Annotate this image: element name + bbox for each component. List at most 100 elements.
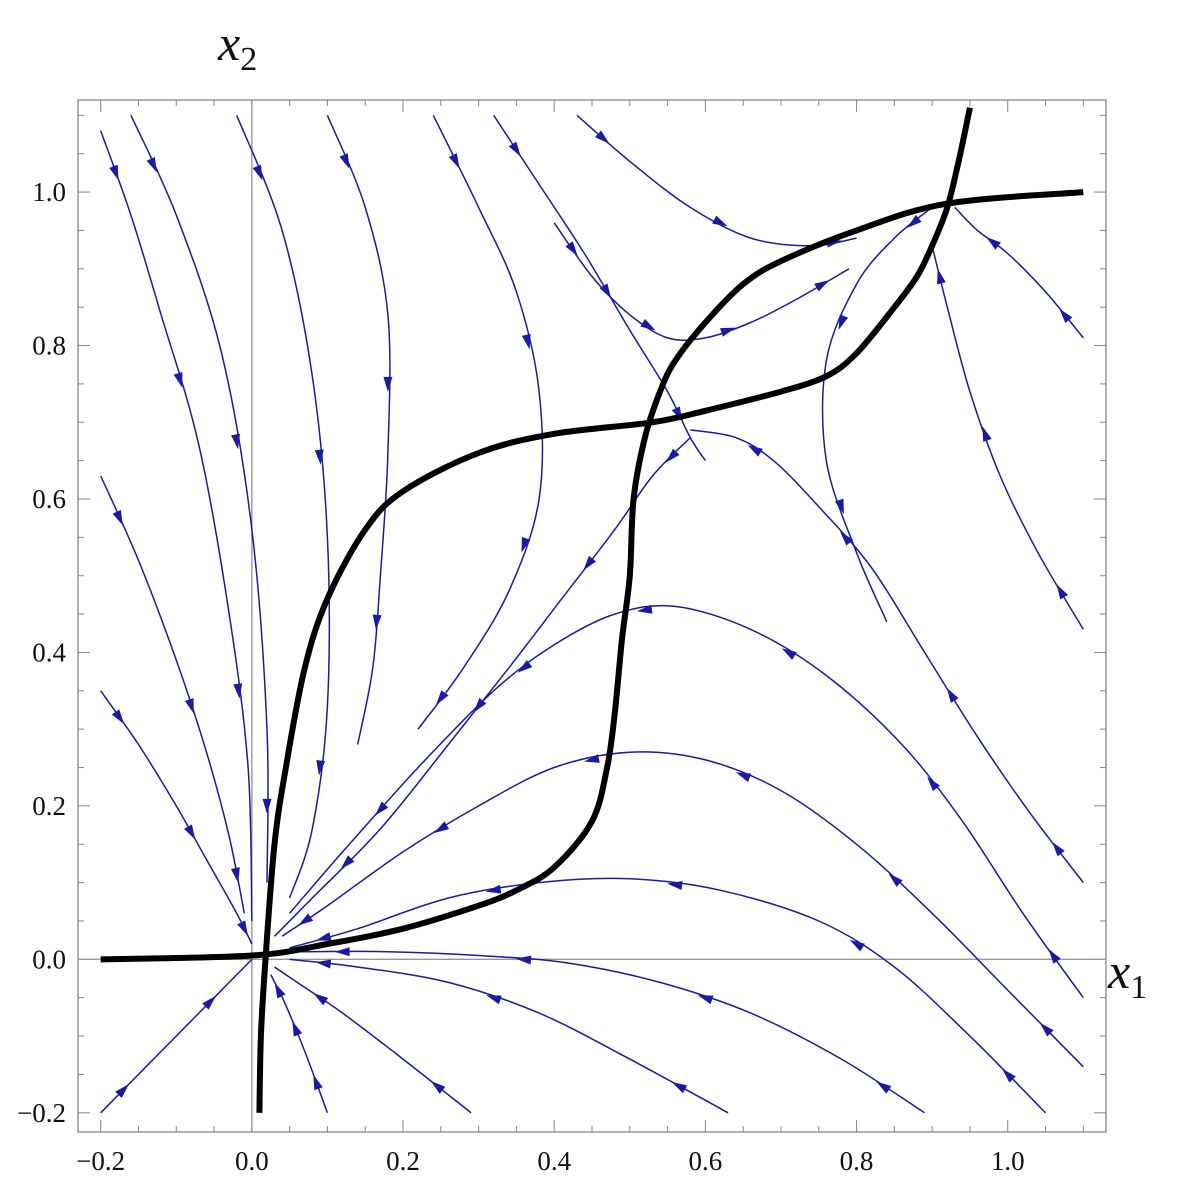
stream-arrow xyxy=(334,947,350,957)
y-axis-title: x2 xyxy=(217,15,257,78)
stream-arrow xyxy=(1056,584,1069,600)
stream-arrow xyxy=(313,1074,323,1091)
stream-arrow xyxy=(907,214,922,228)
stream-arrow xyxy=(508,141,521,157)
stream-arrow xyxy=(109,164,119,181)
nullclines xyxy=(100,107,1084,1113)
stream-arrow xyxy=(448,153,460,169)
x-tick-labels: −0.2 0.0 0.2 0.4 0.6 0.8 1.0 xyxy=(76,1146,1024,1176)
stream-arrow xyxy=(430,1081,446,1094)
stream-arrow xyxy=(595,130,610,144)
stream-arrow xyxy=(583,555,597,571)
stream-arrow xyxy=(834,498,844,515)
stream-arrow xyxy=(111,709,125,725)
stream-arrow xyxy=(814,280,830,292)
stream-line-23 xyxy=(100,958,253,1114)
stream-arrow xyxy=(671,1082,688,1094)
stream-line-4 xyxy=(130,114,269,883)
stream-arrow xyxy=(433,821,450,834)
stream-arrow xyxy=(927,776,940,792)
stream-arrow xyxy=(315,932,332,941)
y-tick-label: 0.6 xyxy=(32,484,66,514)
stream-arrow xyxy=(436,690,449,705)
stream-arrow xyxy=(231,433,240,450)
x-tick-label: −0.2 xyxy=(76,1146,125,1176)
stream-arrow xyxy=(315,959,332,969)
stream-line-3 xyxy=(100,690,253,945)
stream-line-10 xyxy=(553,222,850,342)
stream-line-12 xyxy=(954,206,1084,339)
stream-arrow xyxy=(262,798,272,814)
stream-line-7 xyxy=(417,114,544,730)
stream-arrow xyxy=(667,881,683,890)
stream-arrow xyxy=(274,982,286,999)
stream-arrow xyxy=(237,920,248,936)
stream-arrow xyxy=(888,873,903,887)
stream-arrow xyxy=(292,1020,303,1037)
stream-arrow xyxy=(233,683,243,699)
stream-arrow xyxy=(517,659,533,673)
x-tick-label: 0.6 xyxy=(689,1146,723,1176)
stream-line-8 xyxy=(493,114,707,462)
stream-arrow xyxy=(375,801,389,816)
stream-line-14 xyxy=(273,437,691,937)
stream-line-2 xyxy=(100,475,246,914)
y-tick-label: 0.4 xyxy=(32,637,66,667)
stream-arrow xyxy=(936,268,946,285)
stream-line-20 xyxy=(289,958,729,1114)
stream-arrow xyxy=(1059,308,1073,324)
stream-line-16 xyxy=(289,604,1084,999)
stream-arrow xyxy=(838,314,849,330)
stream-arrow xyxy=(202,995,216,1010)
y-tick-label: −0.2 xyxy=(17,1098,66,1128)
stream-arrow xyxy=(115,1084,130,1098)
y-tick-label: 0.0 xyxy=(32,944,66,974)
stream-arrow xyxy=(340,855,355,870)
axes-through-origin xyxy=(78,100,1106,1132)
frame-ticks xyxy=(78,100,1106,1132)
plot-frame xyxy=(77,99,1107,1133)
x-tick-label: 0.8 xyxy=(840,1146,874,1176)
y-tick-label: 0.2 xyxy=(32,791,66,821)
stream-arrow xyxy=(252,164,263,181)
stream-line-9 xyxy=(576,114,857,247)
stream-arrow xyxy=(1039,1022,1054,1037)
stream-arrow xyxy=(372,614,382,630)
stream-line-6 xyxy=(326,115,391,745)
stream-arrow xyxy=(747,444,763,457)
stream-arrow xyxy=(712,215,728,227)
stream-arrow xyxy=(485,884,502,894)
stream-arrow xyxy=(982,426,992,442)
stream-arrow xyxy=(316,760,326,776)
x-tick-label: 0.0 xyxy=(235,1146,269,1176)
stream-arrow xyxy=(584,754,600,763)
stream-arrow xyxy=(314,449,324,465)
stream-arrow xyxy=(781,648,797,660)
nullcline-2 xyxy=(256,107,973,1113)
stream-arrow xyxy=(849,939,865,952)
stream-arrow xyxy=(1002,1068,1016,1083)
stream-arrow xyxy=(383,376,393,392)
stream-arrow xyxy=(146,156,157,173)
stream-arrow xyxy=(521,536,531,553)
stream-arrow xyxy=(313,993,329,1006)
y-tick-labels: −0.2 0.0 0.2 0.4 0.6 0.8 1.0 xyxy=(17,177,66,1128)
stream-arrow xyxy=(636,604,653,614)
stream-arrow xyxy=(521,333,531,350)
x-axis-title: x1 xyxy=(1107,943,1147,1006)
stream-arrow xyxy=(720,327,736,337)
stream-lines xyxy=(99,114,1084,1114)
stream-line-1 xyxy=(99,130,253,922)
y-tick-label: 0.8 xyxy=(32,331,66,361)
stream-arrow xyxy=(735,772,752,783)
stream-arrow xyxy=(1052,841,1065,857)
y-tick-label: 1.0 xyxy=(32,177,66,207)
stream-line-5 xyxy=(236,115,331,899)
stream-line-11 xyxy=(821,206,933,623)
stream-arrow xyxy=(697,995,714,1005)
x-tick-label: 0.4 xyxy=(537,1146,571,1176)
stream-arrow xyxy=(184,824,196,840)
stream-arrow xyxy=(298,913,314,926)
x-tick-label: 0.2 xyxy=(386,1146,420,1176)
